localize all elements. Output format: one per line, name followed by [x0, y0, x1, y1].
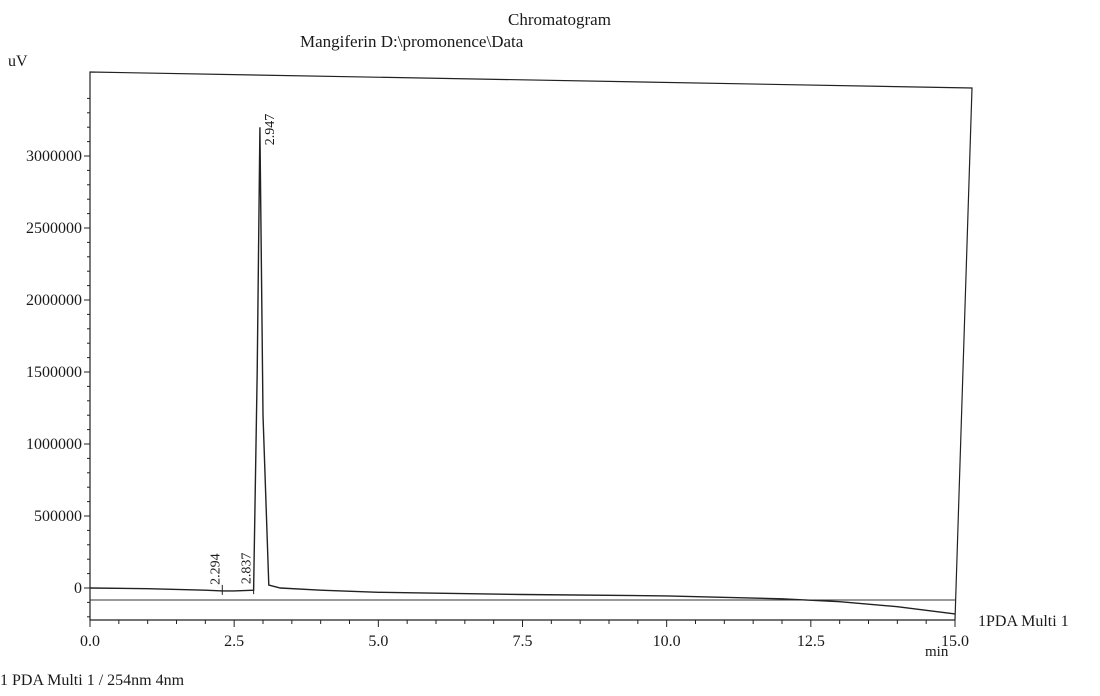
y-tick-label: 0: [74, 580, 82, 597]
x-tick-label: 7.5: [513, 633, 533, 650]
chart-subtitle: Mangiferin D:\promonence\Data: [300, 32, 524, 51]
x-tick-label: 2.5: [224, 633, 244, 650]
y-tick-label: 3000000: [26, 148, 82, 165]
legend-series-name: 1PDA Multi 1: [978, 613, 1069, 630]
y-tick-label: 2500000: [26, 220, 82, 237]
x-tick-label: 10.0: [653, 633, 681, 650]
peak-label: 2.294: [208, 553, 223, 585]
y-tick-label: 1500000: [26, 364, 82, 381]
series-line: [89, 127, 956, 615]
x-tick-label: 0.0: [80, 633, 100, 650]
x-tick-label: 12.5: [797, 633, 825, 650]
peak-label: 2.947: [263, 114, 278, 146]
y-tick-label: 500000: [34, 508, 82, 525]
y-axis-label: uV: [8, 53, 28, 70]
channel-footer-label: 1 PDA Multi 1 / 254nm 4nm: [0, 672, 185, 689]
x-tick-label: 15.0: [941, 633, 969, 650]
y-tick-label: 2000000: [26, 292, 82, 309]
x-axis-label: min: [925, 644, 949, 660]
x-tick-label: 5.0: [368, 633, 388, 650]
chart-title: Chromatogram: [508, 10, 611, 29]
plot-frame: [89, 71, 973, 621]
y-tick-label: 1000000: [26, 436, 82, 453]
peak-label: 2.837: [240, 553, 255, 585]
